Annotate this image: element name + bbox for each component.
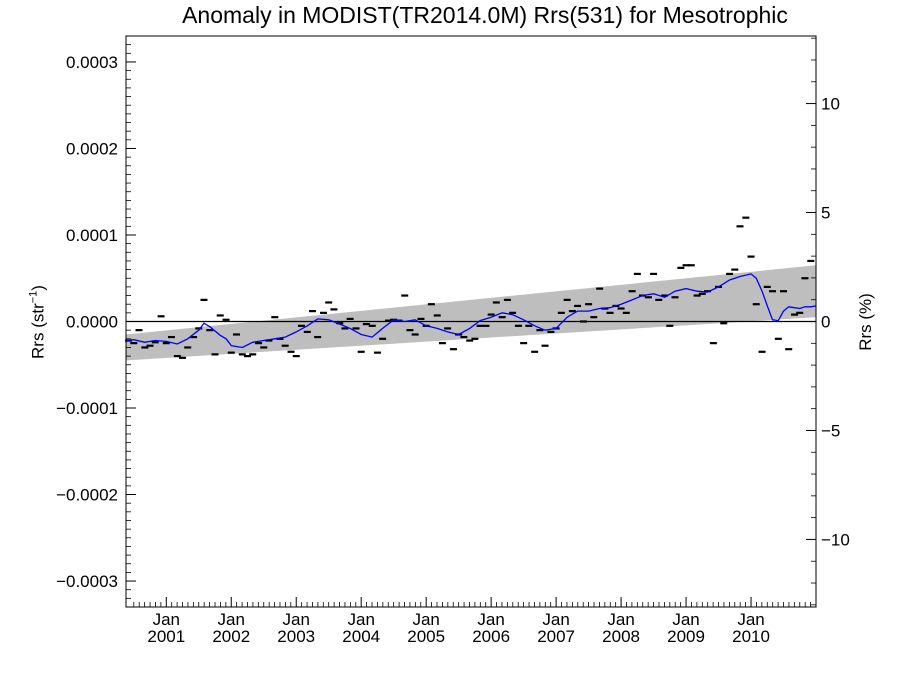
left-tick-label-1: 0.0002 <box>66 139 118 158</box>
chart-title: Anomaly in MODIST(TR2014.0M) Rrs(531) fo… <box>182 2 788 28</box>
x-tick-year-6: 2007 <box>537 627 575 646</box>
x-tick-month-2: Jan <box>283 610 310 629</box>
running-mean-line <box>125 273 817 349</box>
trend-confidence-band <box>126 265 816 361</box>
x-tick-year-9: 2010 <box>732 627 770 646</box>
x-tick-month-4: Jan <box>412 610 439 629</box>
left-tick-label-5: −0.0002 <box>56 486 118 505</box>
x-tick-year-1: 2002 <box>212 627 250 646</box>
x-tick-year-4: 2005 <box>407 627 445 646</box>
x-tick-year-7: 2008 <box>602 627 640 646</box>
x-tick-month-6: Jan <box>542 610 569 629</box>
x-tick-month-9: Jan <box>737 610 764 629</box>
x-tick-month-5: Jan <box>477 610 504 629</box>
right-tick-label-3: −5 <box>821 421 840 440</box>
right-tick-label-4: −10 <box>821 530 850 549</box>
left-tick-label-4: −0.0001 <box>56 399 118 418</box>
x-tick-year-0: 2001 <box>147 627 185 646</box>
right-tick-label-2: 0 <box>821 313 830 332</box>
x-tick-year-2: 2003 <box>277 627 315 646</box>
left-tick-label-3: 0.0000 <box>66 313 118 332</box>
x-tick-month-1: Jan <box>218 610 245 629</box>
left-tick-label-6: −0.0003 <box>56 572 118 591</box>
x-tick-month-3: Jan <box>347 610 374 629</box>
x-tick-year-5: 2006 <box>472 627 510 646</box>
x-tick-year-3: 2004 <box>342 627 380 646</box>
x-tick-month-7: Jan <box>607 610 634 629</box>
left-tick-label-0: 0.0003 <box>66 53 118 72</box>
right-tick-label-0: 10 <box>821 95 840 114</box>
left-tick-label-2: 0.0001 <box>66 226 118 245</box>
x-tick-month-8: Jan <box>672 610 699 629</box>
x-tick-month-0: Jan <box>153 610 180 629</box>
x-tick-year-8: 2009 <box>667 627 705 646</box>
right-tick-label-1: 5 <box>821 204 830 223</box>
